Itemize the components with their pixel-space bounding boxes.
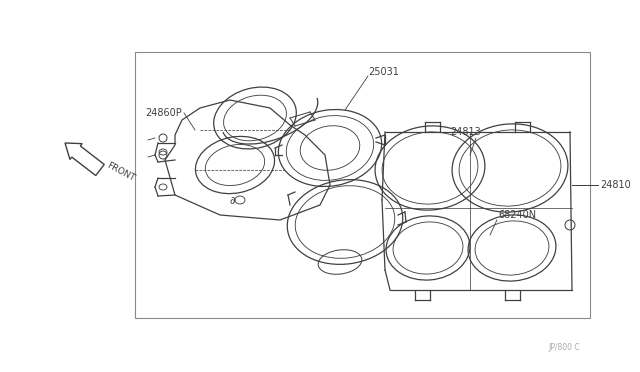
Text: 25031: 25031 [368,67,399,77]
Bar [135,52,590,318]
Polygon shape [65,143,104,176]
Text: JP/800 C: JP/800 C [548,343,580,353]
Text: 68240N: 68240N [498,210,536,220]
Text: $\partial$: $\partial$ [229,195,237,205]
Text: 24860P: 24860P [145,108,182,118]
Text: 24813: 24813 [450,127,481,137]
Text: FRONT: FRONT [105,161,136,183]
Text: 24810: 24810 [600,180,631,190]
